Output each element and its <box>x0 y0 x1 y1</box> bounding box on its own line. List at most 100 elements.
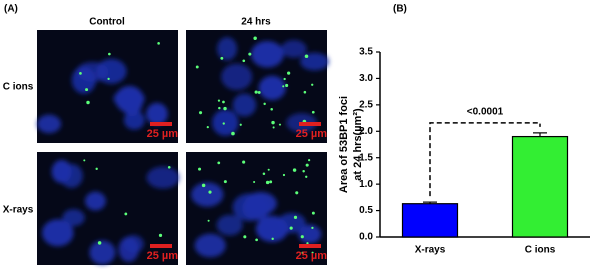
focus <box>287 71 291 75</box>
focus <box>208 190 212 194</box>
focus <box>302 169 305 173</box>
focus <box>201 183 206 188</box>
focus <box>107 77 110 81</box>
focus <box>222 122 225 125</box>
column-label: Control <box>89 17 125 28</box>
nucleus <box>216 214 243 236</box>
focus <box>265 180 270 185</box>
nucleus <box>123 110 145 130</box>
column-label: 24 hrs <box>241 17 271 28</box>
focus <box>79 72 82 75</box>
focus <box>97 241 102 245</box>
bar-chart: 0.0 0.5 1.0 1.5 2.0 2.5 3.0 3.5 Area of 53BP1 fo… <box>338 47 590 256</box>
focus <box>304 54 309 59</box>
nucleus <box>62 209 85 227</box>
scale-bar <box>299 122 321 126</box>
focus <box>157 42 160 45</box>
focus <box>124 212 128 216</box>
focus <box>269 180 273 184</box>
nucleus <box>115 85 144 113</box>
row-label: X-rays <box>3 205 34 216</box>
focus <box>311 226 314 230</box>
focus <box>311 110 315 114</box>
nucleus <box>60 163 83 188</box>
nucleus <box>146 166 180 189</box>
focus <box>311 211 315 215</box>
focus <box>270 108 273 111</box>
focus <box>253 180 256 184</box>
focus <box>283 77 286 81</box>
y-tick-label: 1.5 <box>359 152 373 163</box>
nucleus <box>298 224 322 244</box>
nucleus <box>146 102 168 125</box>
focus <box>243 235 247 239</box>
focus <box>223 180 227 184</box>
nuclei <box>36 58 168 134</box>
y-tick-label: 3.0 <box>359 73 373 84</box>
focus <box>308 159 311 162</box>
row-label: C ions <box>3 82 34 93</box>
nucleus <box>212 109 239 136</box>
nucleus <box>191 182 224 207</box>
focus <box>242 59 246 63</box>
nucleus <box>42 219 74 247</box>
focus <box>254 90 258 94</box>
nucleus <box>221 63 253 91</box>
focus <box>218 106 221 110</box>
scale-label: 25 µm <box>296 128 328 140</box>
panel-label: (A) <box>4 4 18 15</box>
focus <box>231 131 235 136</box>
scale-bar <box>299 244 321 248</box>
y-tick-label: 0.5 <box>359 205 373 216</box>
nucleus <box>255 215 289 242</box>
nucleus <box>217 37 238 61</box>
panel-label: (B) <box>393 4 407 15</box>
focus <box>223 106 227 111</box>
focus <box>198 111 203 115</box>
focus <box>95 167 98 171</box>
focus <box>267 168 270 171</box>
scale-label: 25 µm <box>296 250 328 262</box>
significance-bracket <box>429 122 541 197</box>
focus <box>303 90 307 94</box>
focus <box>292 168 297 172</box>
focus <box>293 215 298 219</box>
focus <box>242 160 246 164</box>
focus <box>289 226 293 230</box>
annotation: <0.0001 <box>467 107 504 118</box>
nucleus <box>89 240 116 265</box>
nucleus <box>71 66 96 94</box>
focus <box>282 173 286 177</box>
nucleus <box>280 39 307 58</box>
nucleus <box>244 192 277 215</box>
focus <box>86 100 90 105</box>
focus <box>272 126 275 129</box>
nucleus <box>232 93 257 117</box>
y-tick-label: 2.5 <box>359 99 373 110</box>
focus <box>263 102 266 106</box>
focus <box>222 100 225 104</box>
bar <box>401 203 459 238</box>
focus <box>255 238 258 242</box>
focus <box>217 161 221 165</box>
focus <box>248 52 252 56</box>
y-axis-label: Area of 53BP1 foci <box>338 96 350 193</box>
focus <box>282 85 285 88</box>
focus <box>83 159 86 162</box>
focus <box>198 167 202 171</box>
x-tick-label: C ions <box>525 245 556 256</box>
nucleus <box>123 235 144 253</box>
focus <box>262 172 266 175</box>
focus <box>253 36 257 41</box>
y-tick-label: 0.0 <box>359 232 373 243</box>
y-tick-label: 2.0 <box>359 126 373 137</box>
focus <box>257 91 261 94</box>
focus <box>207 219 210 222</box>
focus <box>217 99 221 102</box>
focus <box>206 126 209 129</box>
nucleus <box>85 191 106 211</box>
focus <box>167 165 171 169</box>
scale-bar <box>150 122 172 126</box>
nucleus <box>300 52 329 71</box>
nucleus <box>194 233 226 258</box>
